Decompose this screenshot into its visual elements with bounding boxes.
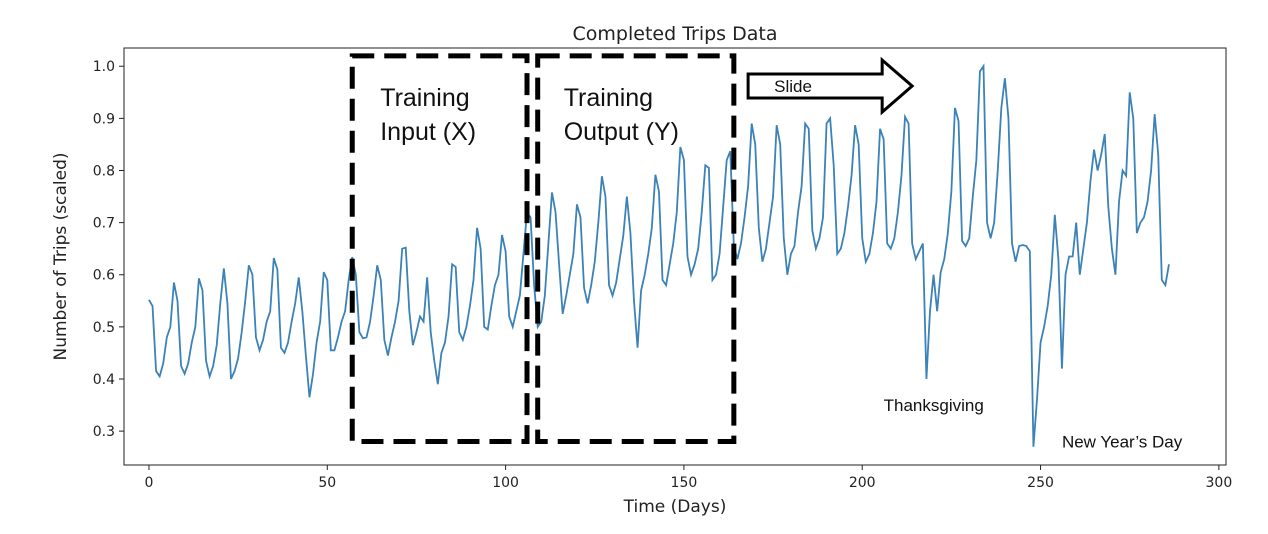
plot-frame bbox=[123, 47, 1227, 466]
chart-title: Completed Trips Data bbox=[573, 23, 778, 45]
training-input-box-label-2: Input (X) bbox=[380, 118, 476, 146]
overlay-group: Training Input (X) Training Output (Y) Slide… bbox=[349, 53, 1183, 452]
training-output-box bbox=[535, 53, 737, 445]
y-tick-label: 0.4 bbox=[93, 372, 115, 388]
tick-group: 0 50 100 150 200 250 300 0.3 0.4 0.5 0.6 0.7 0.8 0.9 1… bbox=[93, 59, 1233, 491]
y-tick-label: 0.6 bbox=[93, 268, 115, 284]
y-tick-label: 0.5 bbox=[93, 320, 115, 336]
training-input-box-label-1: Training bbox=[380, 84, 469, 112]
y-tick-label: 0.3 bbox=[93, 424, 115, 440]
slide-label: Slide bbox=[774, 77, 812, 96]
training-output-box-label-1: Training bbox=[564, 84, 653, 112]
x-tick-label: 0 bbox=[145, 475, 154, 491]
y-tick-label: 0.9 bbox=[93, 111, 115, 127]
training-output-box-label-2: Output (Y) bbox=[564, 118, 679, 146]
y-axis-label: Number of Trips (scaled) bbox=[51, 153, 71, 361]
axes bbox=[123, 47, 1227, 466]
y-tick-label: 1.0 bbox=[93, 59, 115, 75]
x-tick-label: 300 bbox=[1206, 475, 1233, 491]
x-tick-label: 200 bbox=[849, 475, 876, 491]
x-axis-label: Time (Days) bbox=[623, 497, 727, 517]
y-tick-label: 0.7 bbox=[93, 216, 115, 232]
annotation-new-years-day: New Year’s Day bbox=[1062, 433, 1183, 452]
x-tick-label: 100 bbox=[492, 475, 519, 491]
training-input-box bbox=[349, 53, 530, 445]
slide-arrow bbox=[746, 56, 915, 116]
x-tick-label: 150 bbox=[671, 475, 698, 491]
x-tick-label: 250 bbox=[1027, 475, 1054, 491]
annotation-thanksgiving: Thanksgiving bbox=[884, 396, 984, 415]
y-tick-label: 0.8 bbox=[93, 163, 115, 179]
x-tick-label: 50 bbox=[318, 475, 336, 491]
series-line bbox=[148, 63, 1170, 447]
